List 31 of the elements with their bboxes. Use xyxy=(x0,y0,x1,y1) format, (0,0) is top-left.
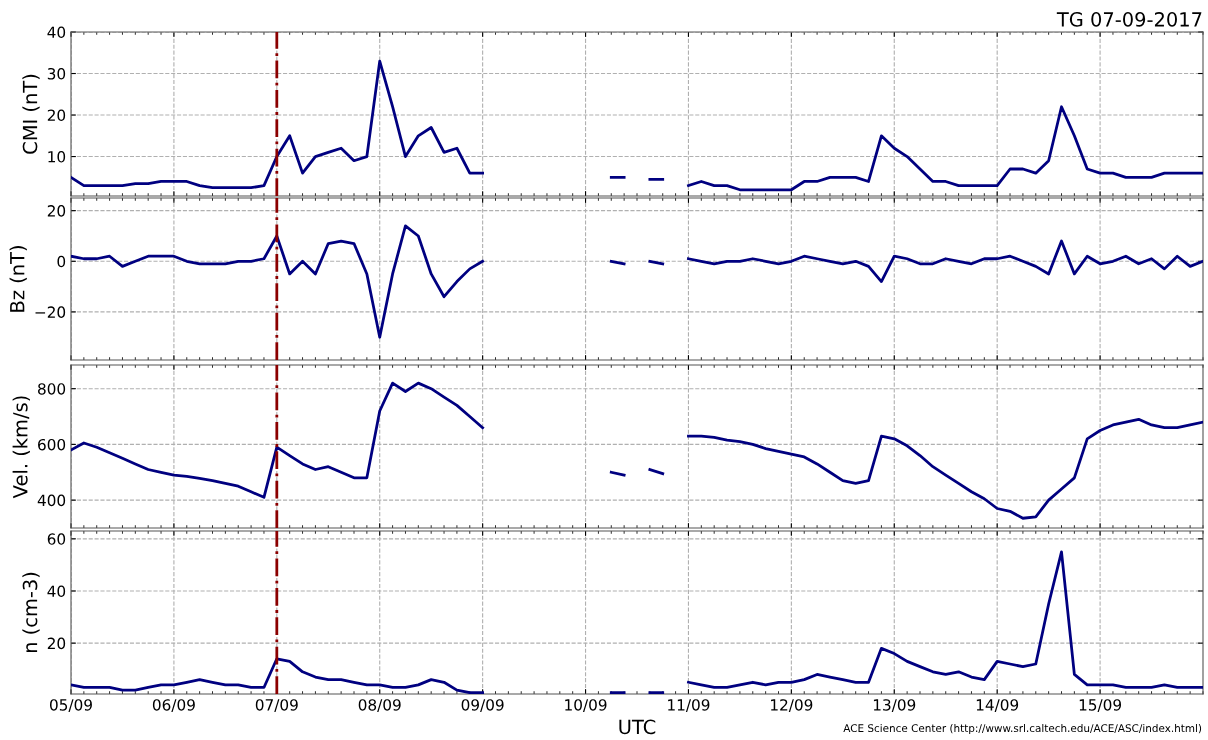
x-tick-label: 10/09 xyxy=(565,699,607,712)
chart-title: TG 07-09-2017 xyxy=(1056,12,1202,27)
x-tick-label: 06/09 xyxy=(152,699,195,712)
y-tick-label: 30 xyxy=(47,67,66,80)
x-tick-label: 09/09 xyxy=(461,699,504,712)
y-axis-title: CMI (nT) xyxy=(22,74,40,154)
x-tick-label: 07/09 xyxy=(255,699,298,712)
x-tick-label: 15/09 xyxy=(1079,699,1122,712)
y-tick-label: 600 xyxy=(38,438,66,451)
text: ACE Science Center (http://www.srl.caltech.edu/ACE/ASC/index.html) xyxy=(843,724,1202,735)
y-tick-label: 800 xyxy=(38,383,66,395)
x-axis-title: UTC xyxy=(619,719,656,735)
y-tick-label: 40 xyxy=(47,26,66,39)
y-tick-label: 20 xyxy=(47,109,66,122)
y-tick-label: 60 xyxy=(47,533,66,545)
y-axis-title: n (cm-3) xyxy=(22,572,40,653)
x-tick-label: 14/09 xyxy=(976,699,1019,712)
x-tick-label: 05/09 xyxy=(49,699,92,712)
x-tick-label: 13/09 xyxy=(873,699,916,712)
x-tick-label: 11/09 xyxy=(668,699,710,712)
y-axis-title: Bz (nT) xyxy=(9,246,27,312)
y-tick-label: 400 xyxy=(37,494,66,507)
x-tick-label: 08/09 xyxy=(358,699,401,712)
y-tick-label: 10 xyxy=(48,151,66,163)
y-axis-title: Vel. (km/s) xyxy=(12,396,30,499)
y-tick-label: 40 xyxy=(47,585,66,598)
y-tick-label: 20 xyxy=(47,205,66,217)
x-tick-label: 12/09 xyxy=(771,699,813,712)
y-tick-label: 0 xyxy=(57,255,66,268)
y-tick-label: −20 xyxy=(35,306,66,318)
y-tick-label: 20 xyxy=(47,637,66,650)
